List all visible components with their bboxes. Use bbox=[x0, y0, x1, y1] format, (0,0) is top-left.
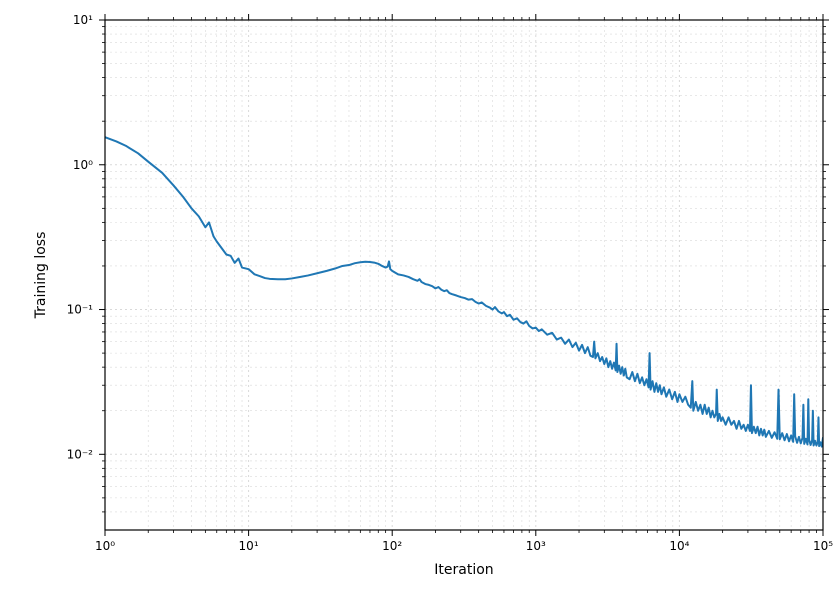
y-axis-label: Training loss bbox=[33, 232, 49, 320]
y-tick-label: 10¹ bbox=[73, 13, 93, 27]
x-tick-label: 10² bbox=[382, 539, 402, 553]
x-tick-label: 10⁵ bbox=[813, 539, 833, 553]
x-tick-label: 10³ bbox=[526, 539, 546, 553]
y-tick-label: 10⁻¹ bbox=[67, 303, 94, 317]
x-tick-label: 10⁰ bbox=[95, 539, 115, 553]
y-tick-label: 10⁰ bbox=[73, 158, 93, 172]
y-tick-label: 10⁻² bbox=[67, 447, 94, 461]
training-loss-chart: 10⁰ 10¹ 10² 10³ 10⁴ 10⁵ 10⁻² 10⁻¹ 10⁰ 10¹ Iteratio… bbox=[0, 0, 838, 590]
x-tick-label: 10¹ bbox=[239, 539, 259, 553]
x-tick-label: 10⁴ bbox=[669, 539, 689, 553]
x-axis-label: Iteration bbox=[434, 562, 493, 578]
